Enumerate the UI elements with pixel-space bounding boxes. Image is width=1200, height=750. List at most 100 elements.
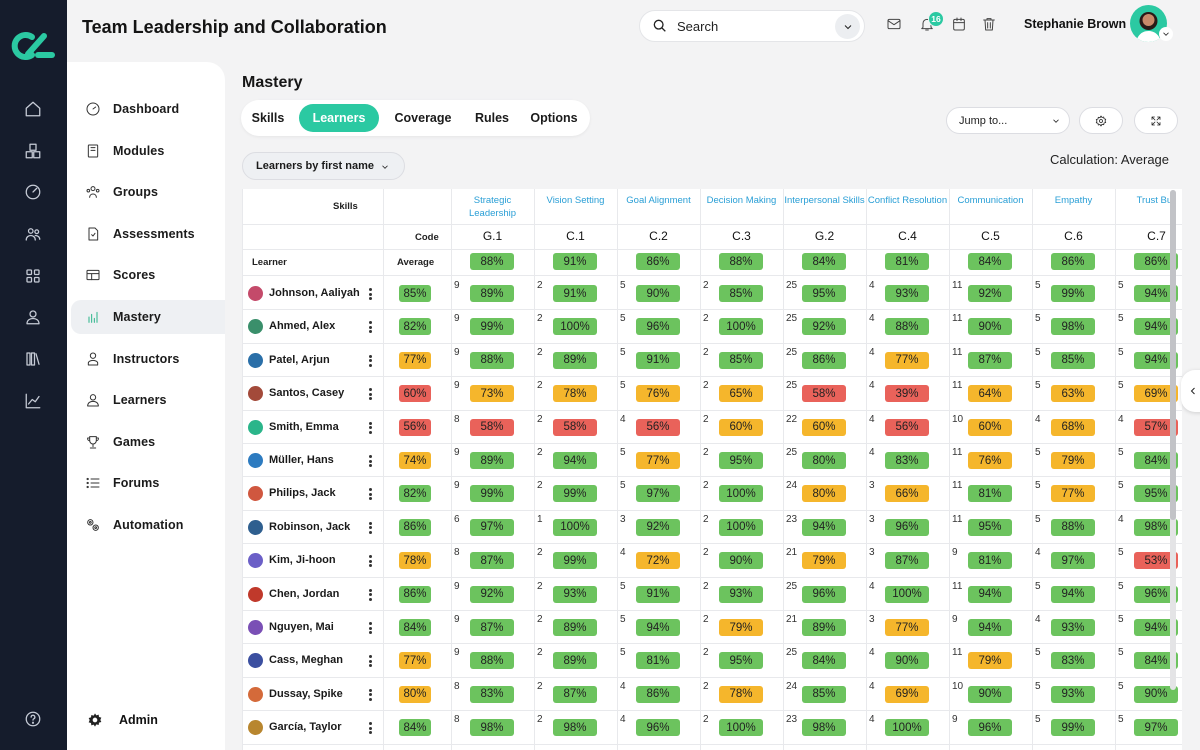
skill-header-name[interactable]: Trust Buil: [1136, 195, 1177, 206]
mastery-score-pill[interactable]: 53%: [1134, 552, 1178, 570]
mastery-score-pill[interactable]: 87%: [553, 685, 597, 703]
mastery-score-pill[interactable]: 60%: [802, 418, 846, 436]
mastery-score-pill[interactable]: 98%: [470, 719, 514, 737]
mastery-score-pill[interactable]: 96%: [802, 585, 846, 603]
mastery-score-pill[interactable]: 87%: [470, 552, 514, 570]
mastery-score-pill[interactable]: 85%: [719, 285, 763, 302]
more-options-icon[interactable]: [368, 388, 372, 401]
tab-learners[interactable]: Learners: [299, 104, 379, 132]
mastery-score-pill[interactable]: 91%: [636, 585, 680, 603]
settings-button[interactable]: [1079, 107, 1123, 134]
sidebar-item-games[interactable]: Games: [71, 425, 225, 459]
mastery-score-pill[interactable]: 98%: [802, 719, 846, 737]
more-options-icon[interactable]: [368, 288, 372, 300]
learner-sort-select[interactable]: Learners by first name: [242, 152, 405, 180]
more-options-icon[interactable]: [368, 622, 372, 634]
skill-header-name[interactable]: Strategic Leadership: [468, 195, 516, 219]
mastery-score-pill[interactable]: 93%: [719, 585, 763, 603]
mastery-score-pill[interactable]: 88%: [470, 351, 514, 369]
sidebar-item-forums[interactable]: Forums: [71, 466, 225, 500]
sidebar-item-mastery[interactable]: Mastery: [71, 300, 225, 334]
mastery-score-pill[interactable]: 94%: [1134, 318, 1178, 336]
learner-name[interactable]: Smith, Emma: [269, 420, 339, 433]
search-bar[interactable]: Search: [639, 10, 865, 42]
mastery-score-pill[interactable]: 66%: [885, 485, 929, 503]
grid-icon[interactable]: [22, 265, 44, 287]
mail-icon[interactable]: [886, 16, 904, 34]
scrollbar-thumb[interactable]: [1170, 190, 1176, 520]
mastery-score-pill[interactable]: 100%: [719, 719, 763, 737]
mastery-score-pill[interactable]: 79%: [968, 652, 1012, 670]
learner-name[interactable]: Dussay, Spike: [269, 687, 343, 700]
learner-name[interactable]: Philips, Jack: [269, 487, 336, 500]
sidebar-item-automation[interactable]: Automation: [71, 508, 225, 542]
people-icon[interactable]: [22, 223, 44, 245]
mastery-score-pill[interactable]: 95%: [1134, 485, 1178, 503]
mastery-score-pill[interactable]: 84%: [1134, 652, 1178, 670]
mastery-score-pill[interactable]: 92%: [470, 585, 514, 603]
learner-name[interactable]: Johnson, Aaliyah: [269, 287, 360, 299]
mastery-score-pill[interactable]: 91%: [553, 285, 597, 302]
mastery-score-pill[interactable]: 93%: [1051, 685, 1095, 703]
admin-button[interactable]: Admin: [87, 712, 158, 728]
skill-header-name[interactable]: Communication: [957, 195, 1024, 206]
mastery-score-pill[interactable]: 100%: [719, 518, 763, 536]
mastery-score-pill[interactable]: 77%: [1051, 485, 1095, 503]
mastery-score-pill[interactable]: 87%: [885, 552, 929, 570]
mastery-score-pill[interactable]: 87%: [968, 351, 1012, 369]
sidebar-item-assessments[interactable]: Assessments: [71, 217, 225, 251]
mastery-score-pill[interactable]: 100%: [885, 585, 929, 603]
mastery-score-pill[interactable]: 100%: [553, 318, 597, 336]
mastery-score-pill[interactable]: 100%: [885, 719, 929, 737]
mastery-score-pill[interactable]: 94%: [968, 619, 1012, 636]
mastery-score-pill[interactable]: 76%: [636, 385, 680, 403]
jump-to-select[interactable]: Jump to...: [946, 107, 1070, 134]
learner-name[interactable]: Santos, Casey: [269, 387, 345, 400]
trend-icon[interactable]: [22, 390, 44, 412]
mastery-score-pill[interactable]: 95%: [968, 518, 1012, 536]
mastery-score-pill[interactable]: 77%: [885, 351, 929, 369]
collapse-panel-button[interactable]: [1181, 370, 1200, 412]
mastery-score-pill[interactable]: 77%: [636, 452, 680, 469]
tab-coverage[interactable]: Coverage: [394, 111, 452, 125]
mastery-score-pill[interactable]: 98%: [1134, 518, 1178, 536]
mastery-score-pill[interactable]: 81%: [968, 552, 1012, 570]
mastery-score-pill[interactable]: 97%: [1134, 719, 1178, 737]
mastery-score-pill[interactable]: 78%: [553, 385, 597, 403]
person-icon[interactable]: [22, 306, 44, 328]
learner-name[interactable]: Kim, Ji-hoon: [269, 554, 336, 567]
more-options-icon[interactable]: [368, 521, 372, 534]
search-dropdown-button[interactable]: [835, 14, 860, 39]
mastery-score-pill[interactable]: 83%: [885, 452, 929, 469]
user-name[interactable]: Stephanie Brown: [1024, 17, 1127, 31]
mastery-score-pill[interactable]: 79%: [802, 552, 846, 570]
more-options-icon[interactable]: [368, 688, 372, 701]
mastery-score-pill[interactable]: 84%: [802, 652, 846, 670]
mastery-score-pill[interactable]: 88%: [470, 652, 514, 670]
mastery-score-pill[interactable]: 94%: [1134, 285, 1178, 302]
mastery-score-pill[interactable]: 92%: [802, 318, 846, 336]
mastery-score-pill[interactable]: 96%: [885, 518, 929, 536]
mastery-score-pill[interactable]: 72%: [636, 552, 680, 570]
user-menu-chevron[interactable]: [1159, 27, 1173, 41]
mastery-score-pill[interactable]: 94%: [1134, 619, 1178, 636]
mastery-score-pill[interactable]: 56%: [636, 418, 680, 436]
mastery-score-pill[interactable]: 95%: [719, 652, 763, 670]
skill-header-name[interactable]: Empathy: [1054, 195, 1093, 206]
mastery-score-pill[interactable]: 58%: [802, 385, 846, 403]
mastery-score-pill[interactable]: 99%: [1051, 285, 1095, 302]
mastery-score-pill[interactable]: 98%: [1051, 318, 1095, 336]
mastery-score-pill[interactable]: 90%: [1134, 685, 1178, 703]
home-icon[interactable]: [22, 98, 44, 120]
learner-name[interactable]: Nguyen, Mai: [269, 621, 334, 633]
mastery-score-pill[interactable]: 96%: [636, 719, 680, 737]
mastery-score-pill[interactable]: 83%: [1051, 652, 1095, 670]
mastery-score-pill[interactable]: 81%: [636, 652, 680, 670]
mastery-score-pill[interactable]: 78%: [719, 685, 763, 703]
mastery-score-pill[interactable]: 86%: [802, 351, 846, 369]
mastery-score-pill[interactable]: 94%: [1134, 351, 1178, 369]
tab-skills[interactable]: Skills: [251, 111, 285, 125]
library-icon[interactable]: [22, 348, 44, 370]
sidebar-item-dashboard[interactable]: Dashboard: [71, 92, 225, 126]
mastery-score-pill[interactable]: 80%: [802, 452, 846, 469]
